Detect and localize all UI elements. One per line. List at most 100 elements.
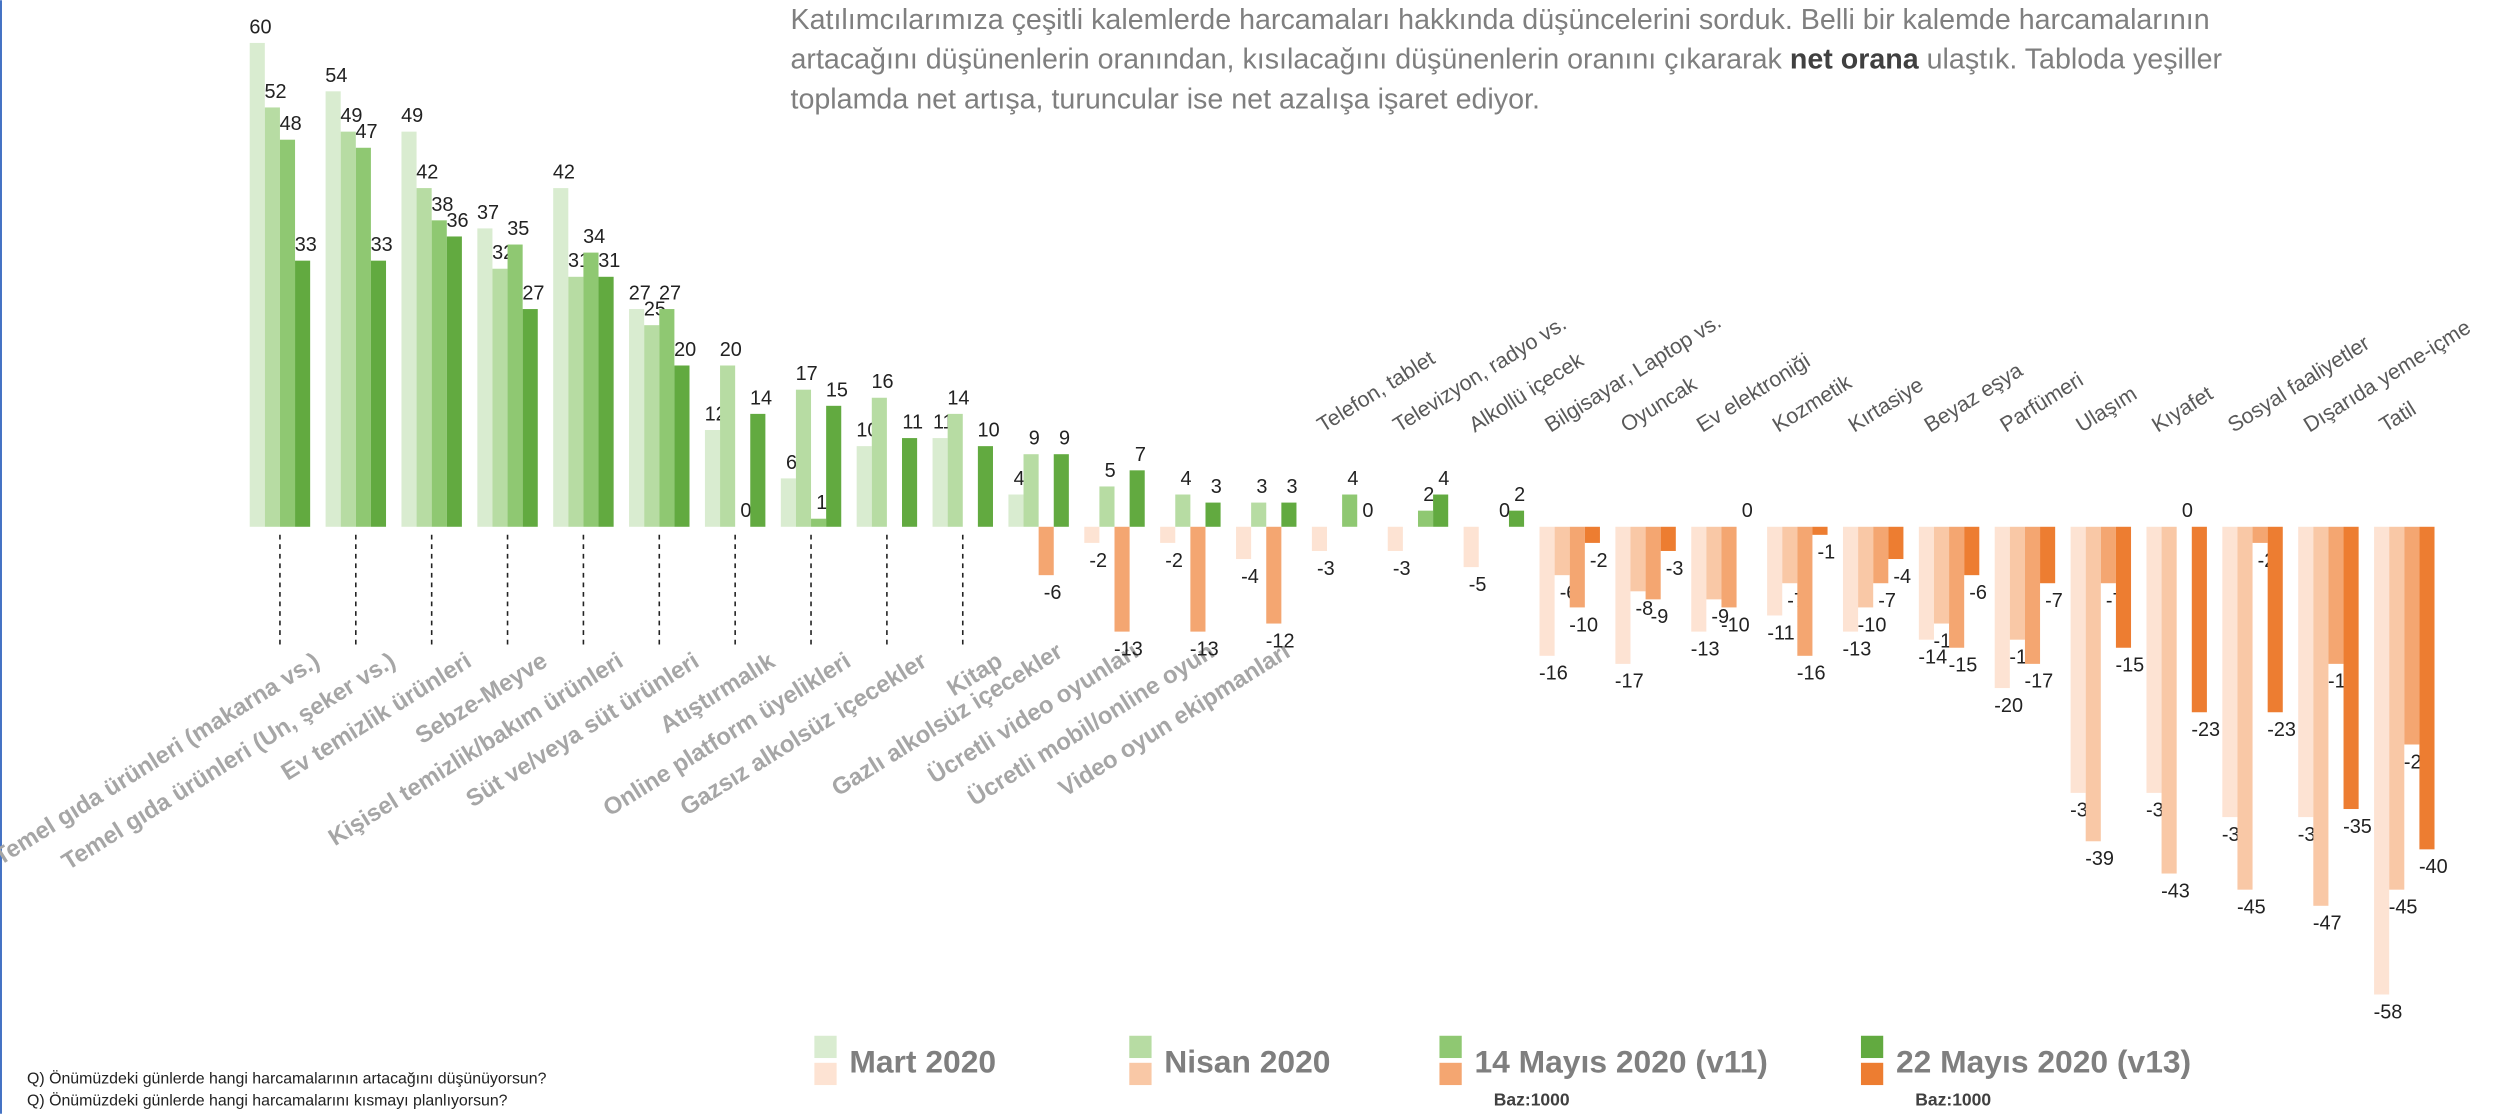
bar	[795, 389, 812, 527]
bar	[401, 131, 417, 527]
bar	[1721, 526, 1737, 608]
bar	[1615, 526, 1631, 664]
bar	[2161, 526, 2177, 874]
legend-label: Nisan 2020	[1164, 1043, 1330, 1079]
value-label: -16	[1539, 663, 1568, 685]
value-label: -3	[1666, 558, 1684, 580]
bar	[947, 413, 963, 527]
value-label: 20	[720, 339, 742, 361]
bar	[871, 397, 887, 527]
bar	[492, 268, 508, 527]
intro-bold: net orana	[1790, 44, 1920, 76]
value-label: 16	[871, 371, 893, 393]
value-label: -11	[1767, 622, 1794, 644]
bar	[340, 131, 356, 527]
value-label: -45	[2389, 897, 2418, 919]
bar	[2298, 526, 2314, 818]
legend-swatch	[1860, 1062, 1884, 1086]
bar	[856, 446, 872, 527]
value-label: 42	[416, 162, 438, 184]
value-label: 17	[796, 363, 818, 385]
value-label: -40	[2419, 856, 2448, 878]
value-label: -6	[1969, 582, 1987, 604]
value-label: 4	[1014, 468, 1025, 490]
value-label: -13	[1114, 638, 1143, 660]
value-label: 4	[1438, 468, 1449, 490]
legend-swatch	[1129, 1062, 1152, 1086]
bar	[1099, 486, 1115, 527]
value-label: 47	[355, 121, 377, 143]
bar	[522, 309, 538, 527]
bar	[1433, 494, 1449, 527]
legend-swatch	[1439, 1035, 1462, 1059]
bar	[1160, 526, 1176, 543]
bar	[2009, 526, 2025, 640]
bar	[416, 188, 432, 527]
bar	[553, 188, 569, 527]
bar	[1205, 502, 1221, 527]
legend-swatch	[1129, 1035, 1152, 1059]
bar	[2085, 526, 2101, 842]
value-label: 20	[674, 339, 696, 361]
value-label: 27	[659, 283, 681, 305]
value-label: 6	[786, 452, 797, 474]
value-label: -10	[1569, 614, 1598, 636]
bar	[1251, 502, 1267, 527]
value-label: -23	[2191, 719, 2220, 741]
bar	[1706, 526, 1722, 600]
bar	[2313, 526, 2329, 906]
bar	[2040, 526, 2056, 584]
bar	[932, 438, 948, 527]
bar	[704, 430, 721, 527]
legend-swatch	[1860, 1035, 1884, 1059]
bar	[295, 260, 311, 527]
value-label: -12	[1266, 630, 1295, 652]
value-label: 35	[507, 218, 529, 240]
intro-line: artacağını düşünenlerin oranından, kısıl…	[791, 44, 2223, 76]
bar	[811, 518, 827, 527]
bar	[2374, 526, 2390, 995]
intro-line: Katılımcılarımıza çeşitli kalemlerde har…	[791, 4, 2210, 36]
x-tick-label: Tatil	[2375, 397, 2420, 438]
value-label: 60	[249, 16, 271, 38]
intro-line: toplamda net artışa, turuncular ise net …	[791, 83, 1540, 115]
bar	[902, 438, 918, 527]
base-label: Baz:1000	[1915, 1090, 1991, 1110]
value-label: 9	[1059, 428, 1070, 450]
bar	[1554, 526, 1570, 576]
value-label: 52	[265, 81, 287, 103]
bar	[1933, 526, 1950, 624]
bar	[1584, 526, 1600, 543]
value-label: -17	[2024, 671, 2053, 693]
bar	[1630, 526, 1646, 592]
value-label: -2	[1089, 550, 1107, 572]
bar	[1281, 502, 1297, 527]
bar	[644, 325, 660, 527]
x-tick-label: Kıyafet	[2148, 381, 2217, 437]
value-label: -10	[1858, 614, 1887, 636]
value-label: -16	[1797, 663, 1826, 685]
value-label: 49	[340, 105, 362, 127]
value-label: -5	[1469, 574, 1487, 596]
value-label: -7	[1878, 590, 1896, 612]
bar	[2343, 526, 2359, 810]
bar	[1858, 526, 1874, 608]
value-label: 48	[280, 113, 302, 135]
value-label: -4	[1893, 566, 1911, 588]
value-label: 7	[1135, 444, 1146, 466]
bar	[1691, 526, 1707, 632]
value-label: -17	[1615, 671, 1644, 693]
bar	[1812, 526, 1828, 535]
note: Q) Önümüzdeki günlerde hangi harcamaları…	[27, 1092, 508, 1110]
value-label: 31	[598, 250, 620, 272]
value-label: -15	[2115, 655, 2144, 677]
value-label: -13	[1843, 638, 1872, 660]
value-label: 0	[1742, 500, 1753, 522]
legend-swatch	[814, 1035, 837, 1059]
bar	[598, 276, 614, 527]
bar	[1964, 526, 1980, 576]
value-label: 3	[1211, 476, 1222, 498]
bar	[2100, 526, 2116, 584]
bar	[1873, 526, 1889, 584]
